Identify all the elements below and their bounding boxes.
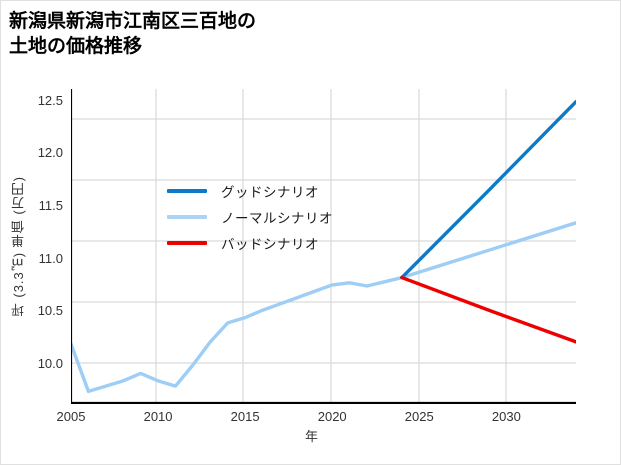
- x-tick-label: 2025: [404, 409, 434, 424]
- gridlines: [71, 89, 576, 404]
- legend-swatch-good: [167, 189, 207, 193]
- axis-spines: [71, 89, 576, 404]
- x-tick-label: 2005: [56, 409, 86, 424]
- legend-item-normal: ノーマルシナリオ: [167, 209, 333, 226]
- x-tick-label: 2020: [317, 409, 347, 424]
- series-line-normal: [71, 221, 576, 394]
- legend-label-normal: ノーマルシナリオ: [221, 211, 333, 226]
- legend-item-bad: バッドシナリオ: [167, 235, 333, 252]
- x-tick-label: 2010: [143, 409, 173, 424]
- chart-legend: グッドシナリオ ノーマルシナリオ バッドシナリオ: [167, 183, 333, 252]
- legend-swatch-bad: [167, 241, 207, 245]
- y-axis-label-text: 坪 (3.3㎡) 単価 (万円): [10, 176, 26, 317]
- x-tick-label: 2030: [491, 409, 521, 424]
- y-tick-label: 12.0: [37, 145, 63, 161]
- y-tick-label: 12.5: [37, 92, 63, 108]
- y-tick-label: 10.0: [37, 356, 63, 372]
- x-axis-label: 年: [304, 429, 318, 444]
- series-line-good: [400, 99, 576, 280]
- legend-swatch-normal: [167, 215, 207, 219]
- legend-item-good: グッドシナリオ: [167, 183, 333, 200]
- y-tick-label: 11.0: [38, 250, 63, 266]
- x-tick-label: 2015: [230, 409, 260, 424]
- chart-canvas: [71, 89, 576, 404]
- series-line-bad: [400, 275, 576, 344]
- y-tick-label: 10.5: [37, 303, 63, 319]
- chart-title: 新潟県新潟市江南区三百地の 土地の価格推移: [9, 11, 257, 58]
- y-tick-label: 11.5: [38, 197, 63, 213]
- plot-area: グッドシナリオ ノーマルシナリオ バッドシナリオ: [71, 89, 576, 404]
- legend-label-good: グッドシナリオ: [221, 185, 319, 200]
- y-axis-label: 坪 (3.3㎡) 単価 (万円): [7, 89, 29, 404]
- legend-label-bad: バッドシナリオ: [221, 237, 319, 252]
